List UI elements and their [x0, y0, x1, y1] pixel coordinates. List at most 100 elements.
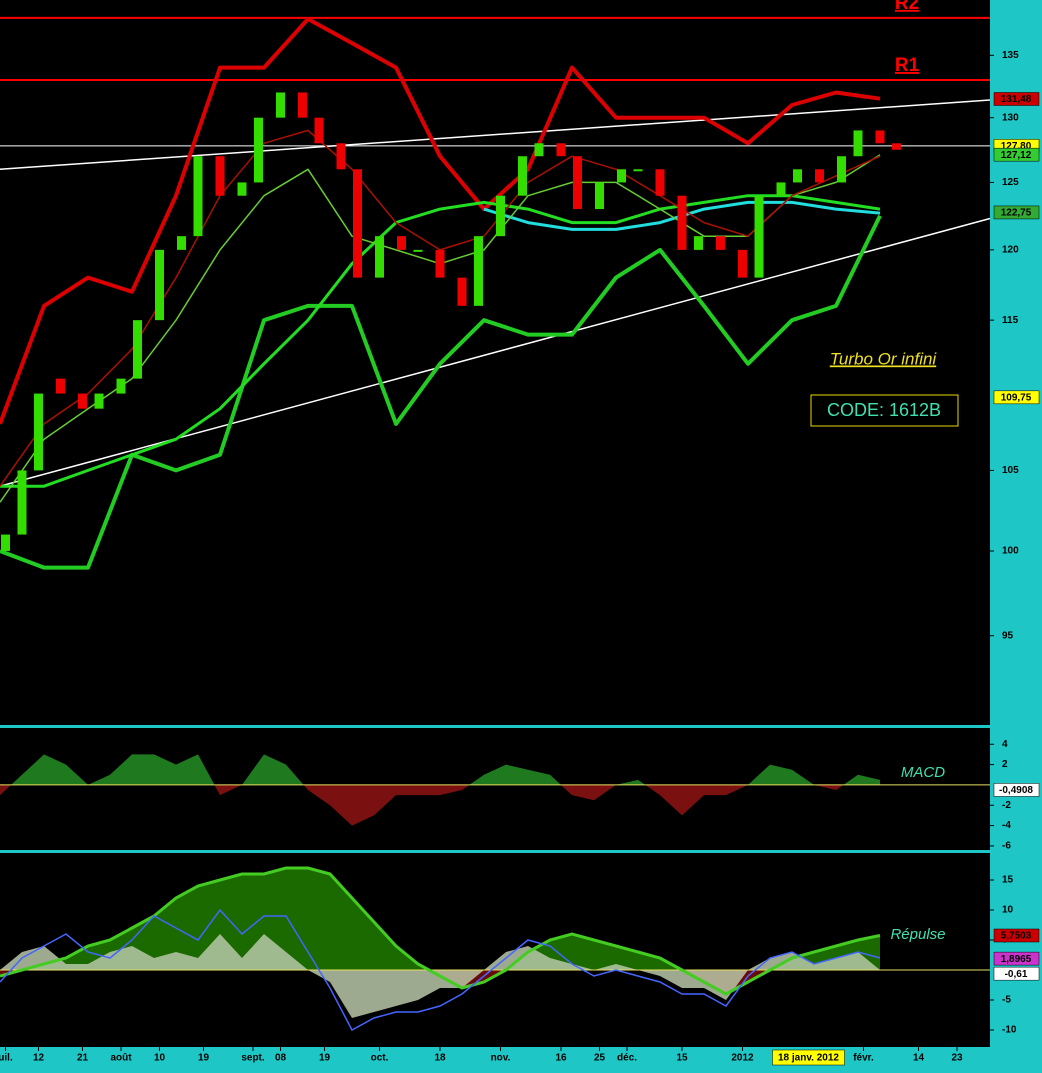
- value-marker-label: 5,7503: [1001, 931, 1032, 942]
- x-tick-label: 19: [319, 1053, 331, 1064]
- candle: [133, 320, 142, 379]
- value-marker: [993, 205, 1040, 220]
- y-tick-label: -10: [1002, 1025, 1017, 1036]
- x-tick-label: févr.: [853, 1053, 874, 1064]
- value-marker-label: 131,48: [1001, 94, 1032, 105]
- x-tick-label: 15: [676, 1053, 688, 1064]
- value-marker: [993, 783, 1040, 797]
- level-label: R2: [895, 0, 919, 14]
- value-marker-label: 127,12: [1001, 150, 1032, 161]
- value-marker: [993, 390, 1040, 405]
- x-tick-label: 08: [275, 1053, 287, 1064]
- candle: [56, 378, 65, 394]
- value-marker: [993, 147, 1040, 162]
- candle: [276, 92, 285, 118]
- candle: [496, 195, 505, 237]
- y-tick-label: 95: [1002, 630, 1014, 641]
- candle: [754, 195, 764, 278]
- candle: [474, 236, 483, 306]
- value-marker: [993, 928, 1040, 943]
- candle: [17, 470, 27, 535]
- candle: [254, 117, 263, 183]
- x-tick-label: sept.: [241, 1053, 265, 1064]
- y-tick-label: 120: [1002, 245, 1019, 256]
- code-box: [810, 394, 959, 427]
- line: [0, 214, 882, 570]
- line: [0, 99, 991, 171]
- candle: [336, 143, 346, 170]
- value-marker-label: 109,75: [1001, 392, 1032, 403]
- cursor-label: 18 janv. 2012: [778, 1053, 839, 1064]
- candle: [837, 156, 846, 183]
- x-tick-label: 14: [913, 1053, 925, 1064]
- value-marker-label: 122,75: [1001, 208, 1032, 219]
- value-marker: [993, 966, 1040, 981]
- y-tick-label: 130: [1002, 112, 1019, 123]
- candle: [215, 156, 225, 196]
- x-tick-label: 2012: [731, 1053, 754, 1064]
- repulse-label: Répulse: [890, 926, 945, 943]
- candle: [815, 169, 824, 183]
- y-tick-label: 2: [1002, 759, 1008, 770]
- candle: [875, 130, 885, 144]
- line: [0, 866, 881, 996]
- line: [0, 17, 881, 425]
- time-axis-strip: [0, 1047, 1042, 1073]
- candle: [677, 195, 687, 250]
- panel-separator: [0, 850, 990, 853]
- candle: [892, 143, 901, 150]
- value-marker: [993, 951, 1040, 966]
- candle: [738, 249, 747, 278]
- y-tick-label: -6: [1002, 841, 1011, 852]
- candle: [518, 156, 527, 196]
- x-tick-label: oct.: [371, 1053, 389, 1064]
- y-tick-label: 4: [1002, 739, 1008, 750]
- candle: [1, 534, 10, 551]
- candle: [177, 236, 186, 250]
- value-marker-label: -0,61: [1005, 969, 1028, 980]
- y-tick-label: 15: [1002, 875, 1014, 886]
- product-name: Turbo Or infini: [830, 349, 938, 368]
- candle: [116, 378, 126, 394]
- candle: [435, 249, 445, 278]
- price-axis-strip: [990, 0, 1042, 1073]
- y-tick-label: -4: [1002, 820, 1011, 831]
- y-tick-label: -2: [1002, 800, 1011, 811]
- candle: [716, 236, 725, 250]
- candle: [375, 236, 384, 278]
- y-tick-label: 135: [1002, 50, 1019, 61]
- candle: [397, 236, 406, 250]
- y-tick-label: 125: [1002, 177, 1019, 188]
- level-label: R1: [895, 55, 920, 76]
- line: [0, 908, 881, 1032]
- x-tick-label: 19: [198, 1053, 210, 1064]
- x-tick-label: 23: [951, 1053, 963, 1064]
- macd-label: MACD: [901, 764, 945, 781]
- line: [0, 194, 881, 488]
- candle: [155, 249, 164, 321]
- value-marker-label: 1,8965: [1001, 954, 1032, 965]
- candle: [193, 156, 203, 237]
- value-marker: [993, 92, 1040, 106]
- value-marker-label: 127,80: [1001, 141, 1032, 152]
- y-tick-label: 10: [1002, 905, 1014, 916]
- x-tick-label: 12: [33, 1053, 45, 1064]
- y-tick-label: 115: [1002, 315, 1019, 326]
- candle: [633, 169, 643, 172]
- cursor-box: [772, 1049, 845, 1066]
- candle: [694, 236, 703, 250]
- candle: [853, 130, 863, 157]
- x-tick-label: uil.: [0, 1053, 13, 1064]
- value-marker-label: -0,4908: [999, 785, 1033, 796]
- candle: [655, 169, 665, 196]
- candle: [237, 182, 247, 196]
- candle: [573, 156, 582, 210]
- candle: [298, 92, 307, 118]
- candle: [776, 182, 786, 196]
- x-tick-label: déc.: [617, 1053, 637, 1064]
- x-tick-label: 21: [77, 1053, 89, 1064]
- candle: [353, 169, 362, 278]
- x-tick-label: 18: [434, 1053, 446, 1064]
